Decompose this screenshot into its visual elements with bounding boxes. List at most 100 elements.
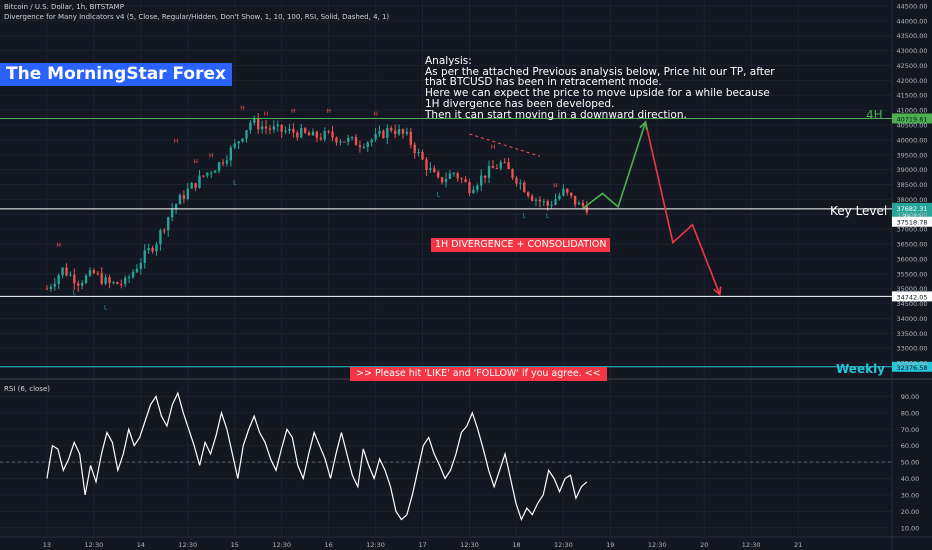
candle-body [358, 145, 362, 148]
price-tick-label: 35500.00 [896, 270, 927, 278]
time-tick-label: 12:30 [648, 541, 667, 549]
time-tick-label: 18 [512, 541, 520, 549]
symbol-title: Bitcoin / U.S. Dollar, 1h, BITSTAMP [4, 3, 124, 11]
candle-body [292, 128, 295, 133]
candle-body [350, 136, 354, 138]
candle-body [45, 288, 49, 290]
candle-body [327, 131, 330, 133]
candle-body [472, 189, 475, 194]
candle-body [573, 195, 577, 205]
candle-body [264, 126, 268, 129]
candle-body [331, 131, 334, 138]
candle-body [257, 118, 260, 130]
price-tick-label: 38500.00 [896, 181, 927, 189]
candle-body [566, 188, 569, 193]
candle-body [526, 192, 530, 197]
level-price-tag [892, 291, 932, 302]
candle-body [393, 130, 397, 135]
price-tick-label: 33000.00 [896, 345, 927, 353]
candle-body [65, 267, 68, 276]
rsi-tick-label: 50.00 [901, 459, 920, 467]
candle-body [92, 270, 96, 274]
candle-body [198, 175, 201, 188]
price-tick-label: 44500.00 [896, 2, 927, 10]
candle-body [151, 247, 154, 252]
price-tick-label: 36500.00 [896, 241, 927, 249]
analysis-line: As per the attached Previous analysis be… [425, 65, 775, 78]
candle-body [538, 199, 542, 202]
level-price-label: 40719.61 [896, 115, 927, 123]
rsi-tick-label: 40.00 [901, 475, 920, 483]
candle-body [433, 168, 436, 173]
candle-body [194, 183, 197, 188]
brand-banner: The MorningStar Forex [0, 63, 232, 86]
candle-body [386, 128, 389, 138]
price-tick-label: 38000.00 [896, 196, 927, 204]
secondary-price-label: 37518.78 [896, 219, 927, 227]
candle-body [96, 273, 99, 275]
candle-body [69, 274, 72, 276]
candle-body [100, 273, 103, 284]
rsi-line [46, 391, 588, 522]
analysis-note: Analysis: As per the attached Previous a… [425, 56, 795, 120]
candle-body [319, 137, 322, 140]
candle-body [315, 131, 319, 138]
candle-body [409, 131, 412, 145]
candle-body [507, 162, 510, 170]
candle-body [448, 173, 452, 179]
divergence-marker: H [264, 111, 269, 118]
price-tick-label: 44000.00 [896, 17, 927, 25]
divergence-marker: H [240, 105, 245, 112]
price-tick-label: 37000.00 [896, 226, 927, 234]
candle-body [221, 162, 225, 164]
candle-body [323, 131, 326, 140]
time-tick-label: 16 [324, 541, 332, 549]
price-tick-label: 40000.00 [896, 136, 927, 144]
candle-body [167, 217, 170, 231]
weekly-level-label: Weekly [836, 362, 886, 376]
candle-body [480, 175, 483, 186]
current-price-label: 37682.31 [896, 205, 927, 213]
candle-body [554, 199, 557, 205]
candle-body [120, 284, 123, 286]
time-tick-label: 12:30 [460, 541, 479, 549]
divergence-marker: H [56, 242, 61, 249]
candle-body [260, 126, 264, 130]
candle-body [366, 142, 369, 148]
candle-body [562, 188, 565, 196]
rsi-tick-label: 60.00 [901, 442, 920, 450]
candle-body [163, 230, 166, 232]
candle-body [515, 177, 518, 184]
price-tick-label: 36000.00 [896, 255, 927, 263]
time-tick-label: 13 [43, 541, 51, 549]
candle-body [127, 277, 131, 279]
candle-body [210, 172, 213, 174]
candle-body [413, 144, 416, 154]
candlestick-series: H L L H H H L H H H H H L H L L H [45, 105, 589, 312]
analysis-line: that BTCUSD has been in retracement mode… [425, 76, 662, 89]
chart-overlays [0, 117, 892, 368]
price-tick-label: 39000.00 [896, 166, 927, 174]
candle-body [53, 283, 56, 287]
time-tick-label: 15 [231, 541, 239, 549]
candle-body [425, 159, 428, 170]
candle-body [284, 130, 287, 132]
candle-body [288, 128, 291, 131]
projection-down-arrowhead [713, 286, 722, 297]
rsi-tick-label: 80.00 [901, 409, 920, 417]
candle-body [155, 244, 158, 252]
candle-body [405, 131, 409, 134]
level-price-tag [892, 113, 932, 124]
divergence-marker: H [209, 153, 214, 160]
rsi-tick-label: 10.00 [901, 524, 920, 532]
candle-body [558, 195, 561, 200]
candle-body [303, 128, 307, 133]
divergence-marker: L [437, 191, 441, 198]
divergence-marker: L [104, 305, 108, 312]
candle-body [147, 247, 150, 251]
divergence-label: 1H DIVERGENCE + CONSOLIDATION [431, 238, 611, 252]
time-tick-label: 12:30 [178, 541, 197, 549]
candle-body [296, 132, 299, 138]
candle-body [241, 138, 244, 142]
